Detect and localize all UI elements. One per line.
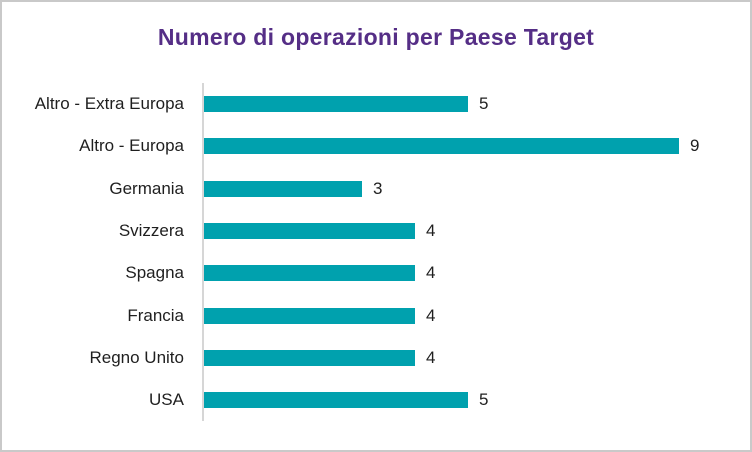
table-row: Spagna 4 xyxy=(2,252,750,295)
table-row: Regno Unito 4 xyxy=(2,336,750,380)
table-row: Francia 4 xyxy=(2,294,750,337)
value-label: 3 xyxy=(373,178,383,198)
bar xyxy=(204,349,415,366)
value-label: 9 xyxy=(690,136,700,156)
category-label: Germania xyxy=(109,178,184,198)
bar xyxy=(204,392,468,409)
bar-zone: 3 xyxy=(202,167,750,210)
bar xyxy=(204,138,679,155)
category-label: Altro - Extra Europa xyxy=(34,94,184,114)
bar-zone: 4 xyxy=(202,209,750,253)
category-label: Altro - Europa xyxy=(79,136,184,156)
category-label: USA xyxy=(149,390,184,410)
bar xyxy=(204,307,415,324)
bar-zone: 5 xyxy=(202,379,750,422)
bar xyxy=(204,96,468,113)
table-row: Germania 3 xyxy=(2,167,750,210)
bar xyxy=(204,223,415,240)
category-label: Svizzera xyxy=(118,221,184,241)
bar-zone: 4 xyxy=(202,336,750,380)
category-label: Spagna xyxy=(125,263,184,283)
bar-zone: 9 xyxy=(202,125,750,168)
chart-title: Numero di operazioni per Paese Target xyxy=(157,24,595,50)
value-label: 4 xyxy=(426,305,436,325)
value-label: 5 xyxy=(479,94,489,114)
table-row: Svizzera 4 xyxy=(2,209,750,253)
category-label: Regno Unito xyxy=(89,347,184,367)
value-label: 5 xyxy=(479,390,489,410)
value-label: 4 xyxy=(426,263,436,283)
value-label: 4 xyxy=(426,221,436,241)
bar-zone: 4 xyxy=(202,294,750,337)
table-row: USA 5 xyxy=(2,379,750,422)
bar-zone: 5 xyxy=(202,83,750,126)
value-label: 4 xyxy=(426,347,436,367)
bar xyxy=(204,180,362,197)
category-label: Francia xyxy=(127,305,184,325)
bar xyxy=(204,265,415,282)
table-row: Altro - Europa 9 xyxy=(2,125,750,168)
bar-zone: 4 xyxy=(202,252,750,295)
bars-container: Altro - Extra Europa 5 Altro - Europa 9 … xyxy=(2,83,750,422)
table-row: Altro - Extra Europa 5 xyxy=(2,83,750,126)
